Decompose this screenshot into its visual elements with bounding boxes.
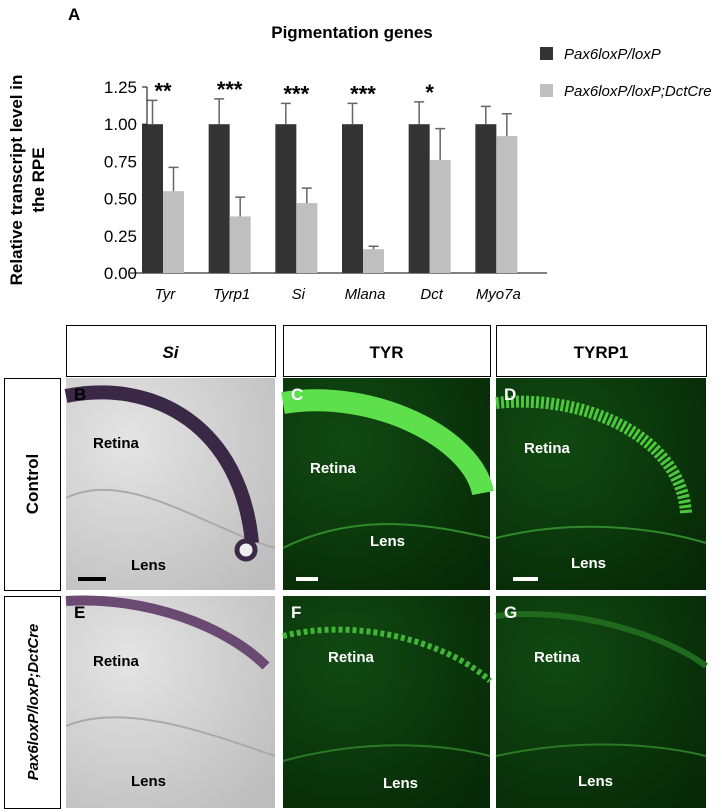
image-label: Lens <box>131 773 166 790</box>
error-bar <box>435 127 446 160</box>
panel-letter: C <box>291 385 303 404</box>
bar <box>363 249 384 273</box>
error-bar <box>414 101 425 125</box>
y-axis-label: Relative transcript level in <box>7 75 26 286</box>
bar <box>275 124 297 273</box>
y-tick-label: 0.75 <box>104 152 137 171</box>
error-bar <box>147 99 158 125</box>
bar <box>429 159 451 273</box>
image-label: Lens <box>370 533 405 550</box>
panel-letter: G <box>504 603 517 622</box>
image-label: Retina <box>524 440 571 457</box>
row-header-box <box>4 378 61 591</box>
column-header-box <box>496 325 707 377</box>
panel-letter: B <box>74 385 86 404</box>
x-tick-label: Si <box>292 286 306 303</box>
panel-letter: D <box>504 385 516 404</box>
y-tick-label: 0.25 <box>104 227 137 246</box>
image-label: Retina <box>93 435 140 452</box>
error-bar <box>301 187 312 204</box>
bar <box>163 191 184 273</box>
chart-title: Pigmentation genes <box>271 23 433 42</box>
significance-label: *** <box>217 77 243 102</box>
x-tick-label: Myo7a <box>476 286 521 303</box>
image-c <box>281 378 494 590</box>
column-header: TYR <box>370 343 404 362</box>
scale-bar <box>78 577 106 581</box>
bar <box>142 124 163 273</box>
error-bar <box>168 166 179 192</box>
row-header: Control <box>23 454 42 514</box>
column-header: Si <box>162 343 179 362</box>
bar <box>208 124 230 273</box>
legend-label: Pax6loxP/loxP <box>564 46 661 63</box>
bar <box>296 203 318 273</box>
error-bar <box>347 102 358 125</box>
y-tick-label: 1.00 <box>104 115 137 134</box>
row-header-box <box>4 596 61 809</box>
error-bar <box>480 105 491 125</box>
image-label: Lens <box>131 557 166 574</box>
bar <box>229 216 251 273</box>
significance-label: *** <box>283 81 309 106</box>
significance-label: *** <box>350 81 376 106</box>
y-tick-label: 0.00 <box>104 264 137 283</box>
legend-swatch <box>540 47 553 60</box>
bar <box>475 124 497 273</box>
error-bar <box>280 102 291 125</box>
significance-label: ** <box>154 78 172 103</box>
x-tick-label: Tyr <box>155 286 177 303</box>
error-bar <box>368 245 379 250</box>
column-header: TYRP1 <box>574 343 629 362</box>
image-g <box>495 596 708 808</box>
y-axis-label: the RPE <box>29 147 48 212</box>
x-tick-label: Mlana <box>345 286 386 303</box>
image-d <box>495 378 707 590</box>
error-bar <box>235 196 246 217</box>
column-header-box <box>66 325 276 377</box>
panel-label: A <box>68 5 80 24</box>
image-label: Retina <box>93 653 140 670</box>
row-header: Pax6loxP/loxP;DctCre <box>25 624 42 781</box>
image-label: Retina <box>310 460 357 477</box>
scale-bar <box>296 577 318 581</box>
legend-swatch <box>540 84 553 97</box>
image-label: Lens <box>571 555 606 572</box>
y-tick-label: 0.50 <box>104 190 137 209</box>
legend-label: Pax6loxP/loxP;DctCre <box>564 83 712 100</box>
y-tick-label: 1.25 <box>104 78 137 97</box>
column-header-box <box>283 325 491 377</box>
panel-letter: F <box>291 603 301 622</box>
scale-bar <box>513 577 538 581</box>
image-label: Retina <box>328 649 375 666</box>
significance-label: * <box>425 80 434 105</box>
image-label: Retina <box>534 649 581 666</box>
error-bar <box>214 98 225 125</box>
error-bar <box>501 113 512 137</box>
x-tick-label: Dct <box>420 286 443 303</box>
image-e <box>65 595 276 808</box>
bar <box>408 124 430 273</box>
bar <box>496 136 518 273</box>
bar <box>342 124 363 273</box>
x-tick-label: Tyrp1 <box>213 286 250 303</box>
panel-letter: E <box>74 603 85 622</box>
image-f <box>282 596 493 808</box>
image-b <box>64 378 276 590</box>
image-label: Lens <box>578 773 613 790</box>
image-label: Lens <box>383 775 418 792</box>
